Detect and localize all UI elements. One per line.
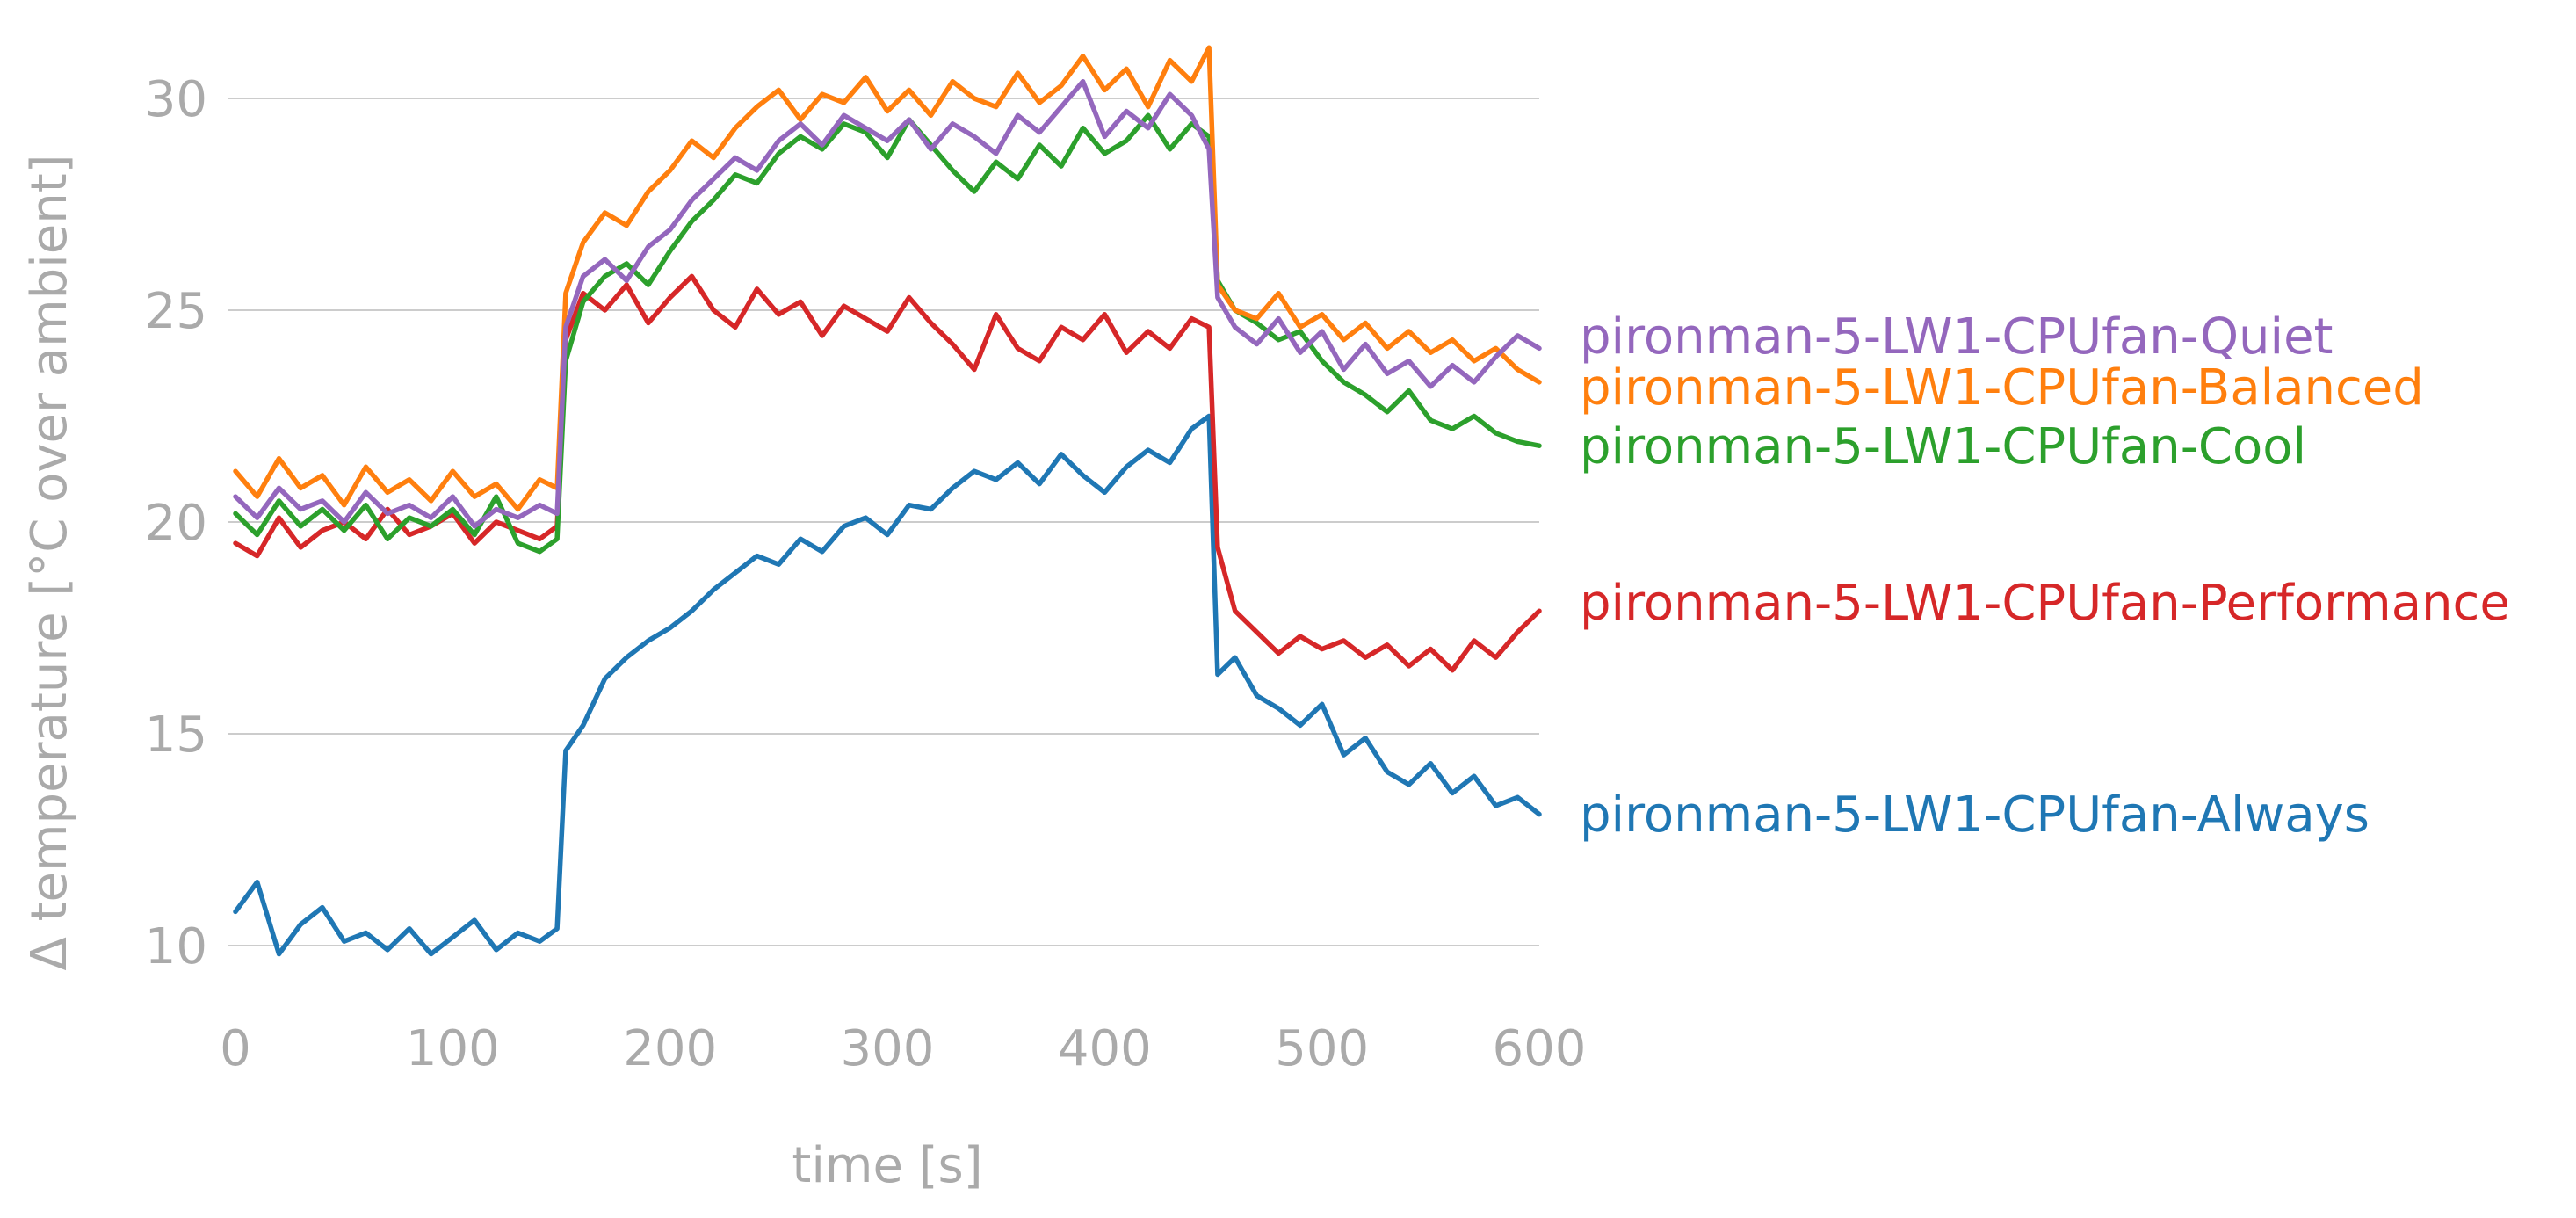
x-tick-label: 600	[1493, 1020, 1587, 1077]
y-tick-label: 20	[145, 495, 207, 552]
x-tick-label: 500	[1275, 1020, 1369, 1077]
series-label: pironman-5-LW1-CPUfan-Always	[1580, 787, 2370, 844]
x-tick-label: 100	[406, 1020, 500, 1077]
series-label: pironman-5-LW1-CPUfan-Quiet	[1580, 308, 2334, 366]
series-line	[233, 112, 1542, 555]
series-labels: pironman-5-LW1-CPUfan-Always pironman-5-L…	[1580, 308, 2510, 844]
x-tick-labels: 0 100 200 300 400 500 600	[220, 1020, 1586, 1077]
series-line	[233, 45, 1542, 512]
series-lines	[233, 45, 1542, 957]
series-line	[233, 78, 1542, 529]
series-label: pironman-5-LW1-CPUfan-Performance	[1580, 575, 2510, 632]
series-line	[233, 273, 1542, 673]
y-tick-label: 25	[145, 283, 207, 340]
y-tick-label: 30	[145, 71, 207, 128]
series-line	[233, 413, 1542, 957]
y-tick-labels: 10 15 20 25 30	[145, 71, 207, 975]
y-axis-label: Δ temperature [°C over ambient]	[21, 154, 78, 970]
x-tick-label: 0	[220, 1020, 251, 1077]
x-axis-label: time [s]	[792, 1137, 982, 1194]
y-tick-label: 15	[145, 707, 207, 764]
series-label: pironman-5-LW1-CPUfan-Cool	[1580, 418, 2306, 475]
x-tick-label: 300	[841, 1020, 935, 1077]
grid	[228, 98, 1539, 946]
x-tick-label: 200	[623, 1020, 717, 1077]
series-label: pironman-5-LW1-CPUfan-Balanced	[1580, 359, 2424, 417]
x-tick-label: 400	[1058, 1020, 1152, 1077]
y-tick-label: 10	[145, 918, 207, 975]
